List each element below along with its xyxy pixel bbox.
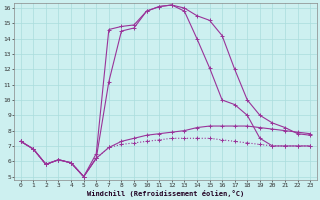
X-axis label: Windchill (Refroidissement éolien,°C): Windchill (Refroidissement éolien,°C) (87, 190, 244, 197)
